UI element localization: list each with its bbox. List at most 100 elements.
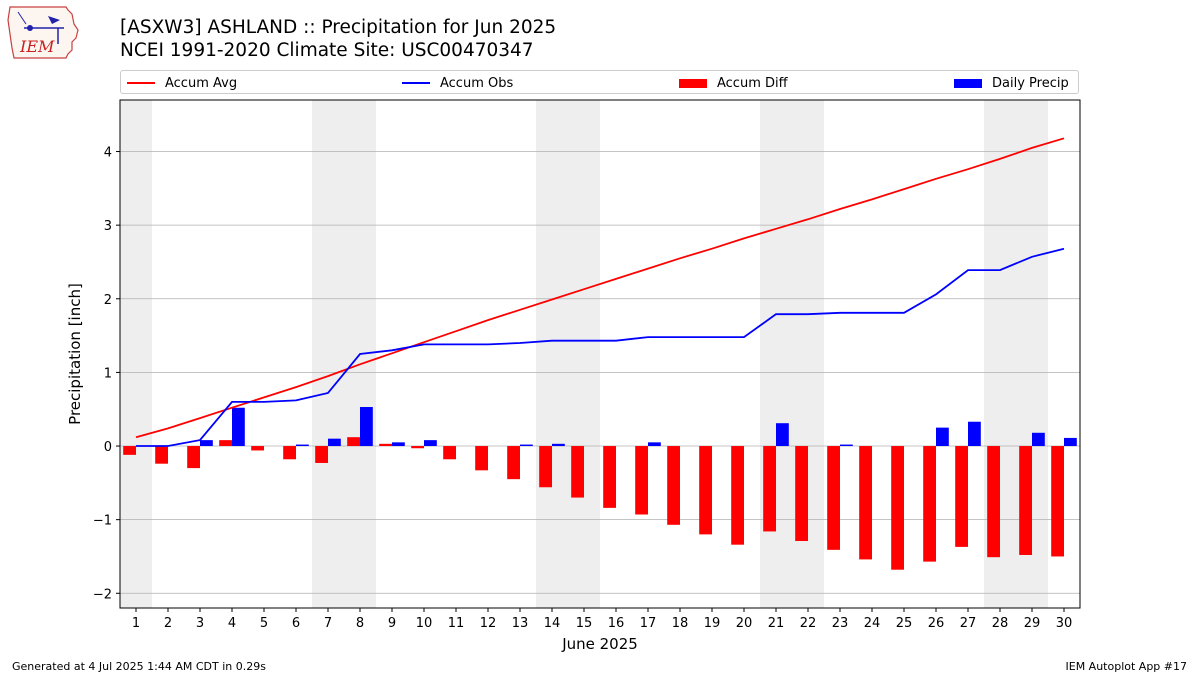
x-tick-label: 17 xyxy=(640,616,657,631)
x-tick-label: 13 xyxy=(512,616,529,631)
y-tick-label: 4 xyxy=(104,146,112,161)
accum-diff-bar-day-19 xyxy=(699,446,712,535)
daily-precip-bar-day-7 xyxy=(328,438,341,447)
legend-label-accum-avg: Accum Avg xyxy=(165,75,238,91)
x-tick-label: 28 xyxy=(992,616,1009,631)
accum-diff-bar-day-24 xyxy=(859,446,872,560)
accum-diff-bar-day-22 xyxy=(795,446,808,542)
x-tick-label: 20 xyxy=(736,616,753,631)
accum-diff-bar-day-18 xyxy=(667,446,680,525)
daily-precip-bar-day-10 xyxy=(424,440,437,447)
x-tick-label: 18 xyxy=(672,616,689,631)
daily-precip-bar-day-3 xyxy=(200,440,213,447)
accum-diff-bar-day-5 xyxy=(251,446,264,451)
weekend-band-day-1 xyxy=(120,100,152,608)
accum-obs-line xyxy=(136,247,1065,447)
x-tick-label: 30 xyxy=(1056,616,1073,631)
x-tick-label: 9 xyxy=(388,616,396,631)
y-tick-label: 1 xyxy=(104,366,112,381)
daily-precip-bar-day-17 xyxy=(648,442,661,447)
daily-precip-bar-day-23 xyxy=(840,444,853,447)
y-tick-label: 0 xyxy=(104,440,112,455)
logo-text: IEM xyxy=(19,37,55,56)
x-tick-label: 5 xyxy=(260,616,268,631)
weekend-band-day-14 xyxy=(536,100,568,608)
accum-diff-bar-day-28 xyxy=(987,446,1000,558)
accum-diff-bar-day-23 xyxy=(827,446,840,550)
daily-precip-bar-day-13 xyxy=(520,444,533,447)
accum-diff-bar-day-27 xyxy=(955,446,968,547)
accum-diff-bar-day-6 xyxy=(283,446,296,460)
x-tick-label: 10 xyxy=(416,616,433,631)
x-tick-label: 7 xyxy=(324,616,332,631)
iem-logo: IEM xyxy=(7,6,79,59)
legend-swatch-daily-precip xyxy=(954,78,982,88)
x-tick-label: 4 xyxy=(228,616,236,631)
x-tick-label: 23 xyxy=(832,616,849,631)
accum-diff-bar-day-13 xyxy=(507,446,520,480)
weekend-band-day-7 xyxy=(312,100,344,608)
weekend-bands xyxy=(120,100,1048,608)
daily-precip-bar-day-29 xyxy=(1032,432,1045,447)
footer-generated: Generated at 4 Jul 2025 1:44 AM CDT in 0… xyxy=(12,660,266,673)
accum-diff-bar-day-4 xyxy=(219,440,232,447)
x-tick-label: 22 xyxy=(800,616,817,631)
legend-item-accum-diff: Accum Diff xyxy=(679,73,788,93)
bars xyxy=(123,407,1077,570)
legend-swatch-accum-diff xyxy=(679,78,707,88)
x-tick-label: 11 xyxy=(448,616,465,631)
footer-app: IEM Autoplot App #17 xyxy=(1065,660,1188,673)
accum-diff-bar-day-21 xyxy=(763,446,776,532)
x-tick-label: 16 xyxy=(608,616,625,631)
x-axis-label: June 2025 xyxy=(561,635,638,653)
accum-diff-bar-day-20 xyxy=(731,446,744,545)
x-tick-label: 24 xyxy=(864,616,881,631)
x-tick-label: 2 xyxy=(164,616,172,631)
legend-swatch-accum-avg xyxy=(127,82,155,84)
series-lines xyxy=(135,137,1065,447)
accum-diff-bar-day-8 xyxy=(347,437,360,447)
accum-diff-bar-day-17 xyxy=(635,446,648,515)
x-tick-label: 26 xyxy=(928,616,945,631)
accum-diff-bar-day-9 xyxy=(379,443,392,447)
daily-precip-bar-day-6 xyxy=(296,444,309,447)
daily-precip-bar-day-9 xyxy=(392,442,405,447)
accum-diff-bar-day-30 xyxy=(1051,446,1064,557)
x-tick-label: 15 xyxy=(576,616,593,631)
weekend-band-day-15 xyxy=(568,100,600,608)
daily-precip-bar-day-8 xyxy=(360,407,373,447)
accum-diff-bar-day-7 xyxy=(315,446,328,463)
legend-item-daily-precip: Daily Precip xyxy=(954,73,1069,93)
legend: Accum Avg Accum Obs Accum Diff Daily Pre… xyxy=(120,70,1079,94)
weekend-band-day-22 xyxy=(792,100,824,608)
x-tick-label: 12 xyxy=(480,616,497,631)
y-tick-label: −2 xyxy=(93,587,112,602)
legend-label-accum-diff: Accum Diff xyxy=(717,75,788,91)
x-tick-label: 29 xyxy=(1024,616,1041,631)
daily-precip-bar-day-21 xyxy=(776,423,789,447)
legend-label-accum-obs: Accum Obs xyxy=(440,75,514,91)
x-tick-label: 27 xyxy=(960,616,977,631)
legend-item-accum-avg: Accum Avg xyxy=(127,73,237,93)
daily-precip-bar-day-30 xyxy=(1064,437,1077,447)
accum-diff-bar-day-12 xyxy=(475,446,488,471)
daily-precip-bar-day-4 xyxy=(232,407,245,447)
x-tick-label: 19 xyxy=(704,616,721,631)
chart-subtitle: NCEI 1991-2020 Climate Site: USC00470347 xyxy=(120,40,534,61)
accum-diff-bar-day-3 xyxy=(187,446,200,469)
daily-precip-bar-day-26 xyxy=(936,427,949,447)
x-tick-label: 8 xyxy=(356,616,364,631)
x-tick-label: 3 xyxy=(196,616,204,631)
legend-item-accum-obs: Accum Obs xyxy=(402,73,513,93)
y-axis-label: Precipitation [inch] xyxy=(66,283,84,425)
y-tick-label: 2 xyxy=(104,293,112,308)
accum-diff-bar-day-11 xyxy=(443,446,456,460)
daily-precip-bar-day-14 xyxy=(552,443,565,447)
accum-diff-bar-day-14 xyxy=(539,446,552,488)
accum-diff-bar-day-2 xyxy=(155,446,168,464)
accum-diff-bar-day-1 xyxy=(123,446,136,455)
x-tick-label: 14 xyxy=(544,616,561,631)
x-tick-label: 6 xyxy=(292,616,300,631)
